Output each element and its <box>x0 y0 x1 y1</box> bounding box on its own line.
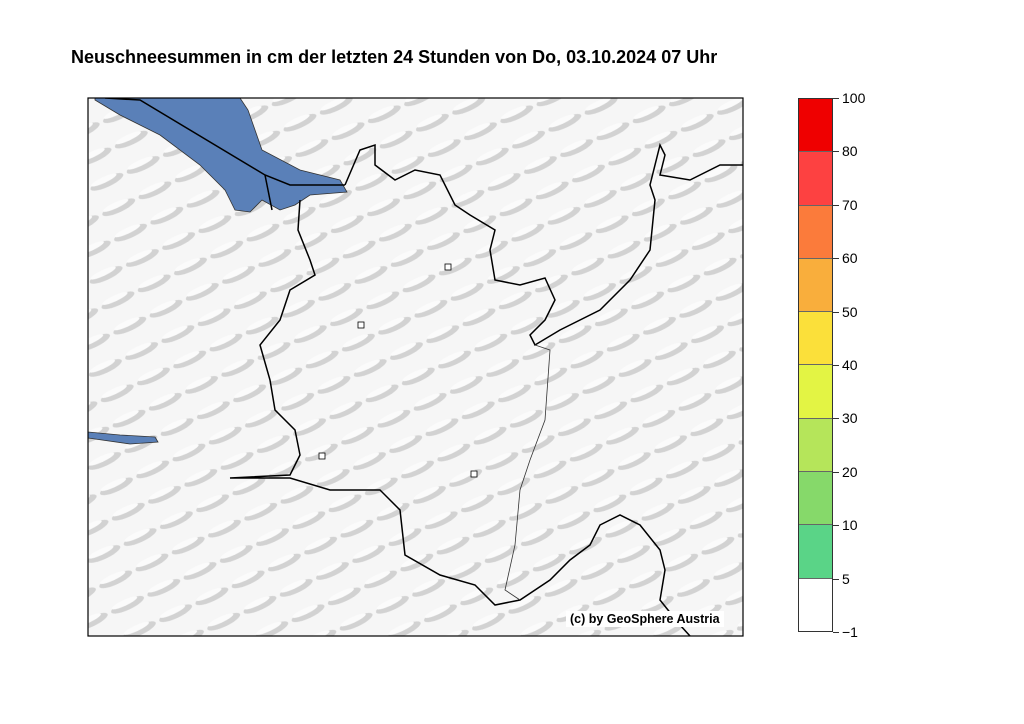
colorbar-label: 5 <box>842 570 850 587</box>
colorbar-label: 50 <box>842 303 858 320</box>
colorbar-tick <box>833 151 839 153</box>
lake-constance <box>94 98 348 213</box>
colorbar-tick <box>833 311 839 313</box>
colorbar-segment <box>799 205 832 259</box>
colorbar-label: 10 <box>842 517 858 534</box>
colorbar-segment <box>799 99 832 153</box>
colorbar-tick <box>833 418 839 420</box>
colorbar-label: 20 <box>842 463 858 480</box>
colorbar-segment <box>799 578 832 631</box>
inner-border <box>504 344 551 601</box>
station-marker <box>444 263 452 271</box>
colorbar-tick <box>833 632 839 633</box>
colorbar-segment <box>799 418 832 473</box>
colorbar-tick <box>833 258 839 260</box>
colorbar-tick <box>833 204 839 206</box>
copyright-label: (c) by GeoSphere Austria <box>566 611 724 627</box>
colorbar <box>798 98 833 632</box>
map-title: Neuschneesummen in cm der letzten 24 Stu… <box>71 47 718 67</box>
colorbar-segment <box>799 152 832 206</box>
colorbar-tick <box>833 98 839 99</box>
colorbar-label: 60 <box>842 250 858 267</box>
colorbar-tick <box>833 471 839 473</box>
colorbar-segment <box>799 365 832 419</box>
colorbar-label: −1 <box>842 624 858 640</box>
colorbar-tick <box>833 525 839 527</box>
borders <box>104 98 743 636</box>
station-marker <box>357 321 365 329</box>
map-frame <box>87 97 744 637</box>
colorbar-segment <box>799 472 832 526</box>
colorbar-label: 70 <box>842 196 858 213</box>
stations <box>318 263 478 478</box>
colorbar-label: 100 <box>842 90 866 106</box>
colorbar-label: 40 <box>842 357 858 373</box>
colorbar-tick <box>833 365 839 366</box>
terrain-relief <box>88 98 743 636</box>
colorbar-label: 30 <box>842 410 858 427</box>
station-marker <box>470 470 478 478</box>
station-marker <box>318 452 326 460</box>
colorbar-segment <box>799 312 832 366</box>
colorbar-segment <box>799 258 832 313</box>
colorbar-label: 80 <box>842 143 858 160</box>
lake-walensee <box>88 431 159 445</box>
colorbar-tick <box>833 578 839 580</box>
colorbar-segment <box>799 525 832 579</box>
